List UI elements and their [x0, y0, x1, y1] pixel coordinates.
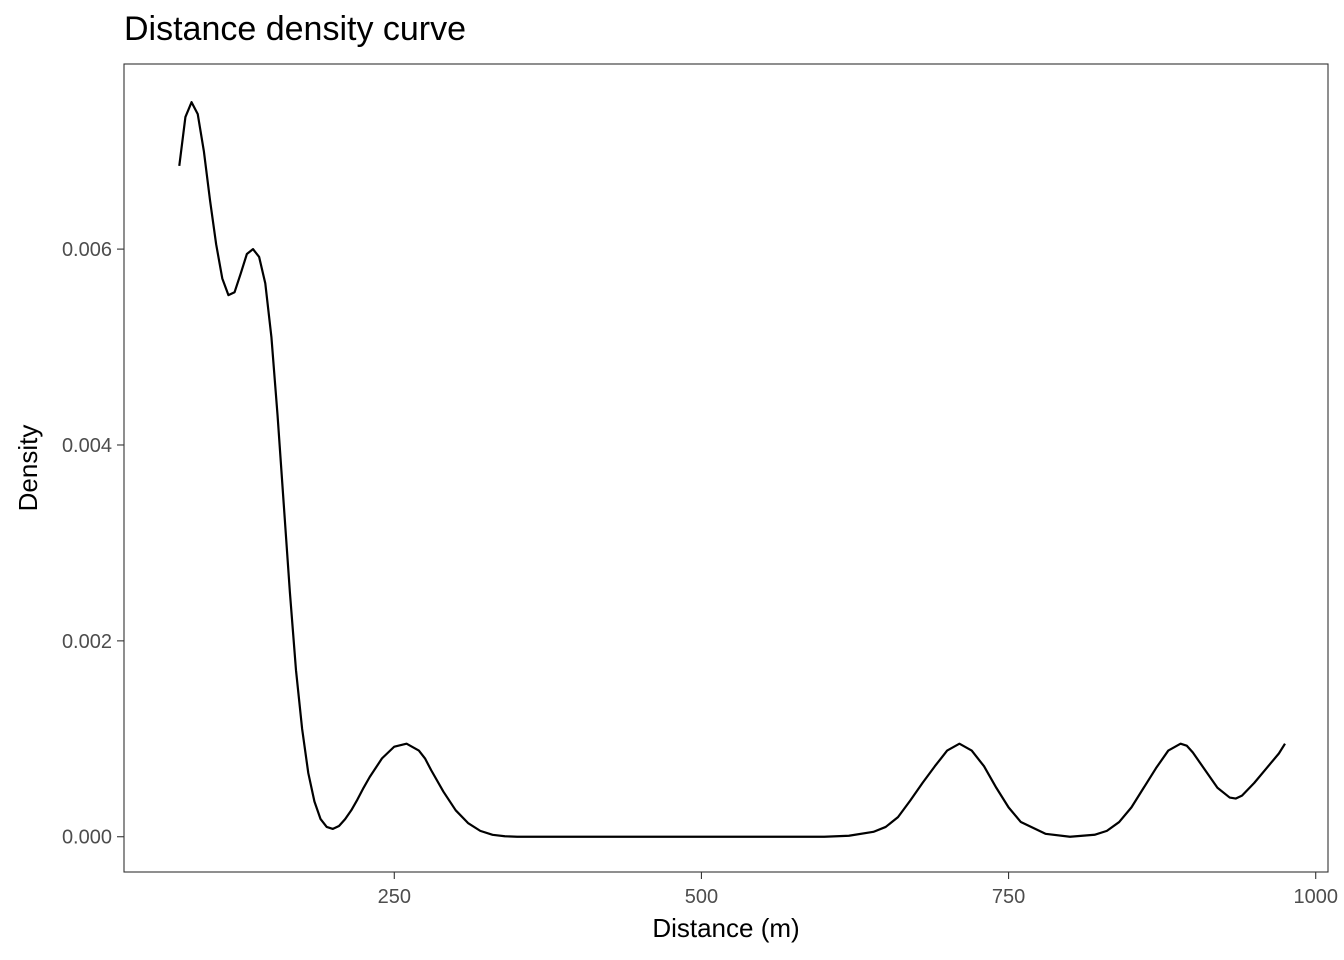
x-tick-label: 500	[685, 886, 718, 908]
y-tick-label: 0.006	[62, 239, 112, 261]
y-axis: 0.000 0.002 0.004 0.006	[62, 239, 124, 849]
plot-panel	[123, 63, 1329, 873]
x-tick-label: 750	[992, 886, 1025, 908]
y-tick-label: 0.000	[62, 827, 112, 849]
chart-title: Distance density curve	[124, 10, 466, 48]
y-axis-title: Density	[13, 425, 43, 512]
x-axis-title: Distance (m)	[652, 913, 799, 943]
x-axis: 250 500 750 1000	[378, 872, 1338, 908]
y-tick-label: 0.004	[62, 435, 112, 457]
density-curve	[178, 101, 1286, 838]
y-tick-label: 0.002	[62, 631, 112, 653]
x-tick-label: 250	[378, 886, 411, 908]
x-tick-label: 1000	[1293, 886, 1338, 908]
